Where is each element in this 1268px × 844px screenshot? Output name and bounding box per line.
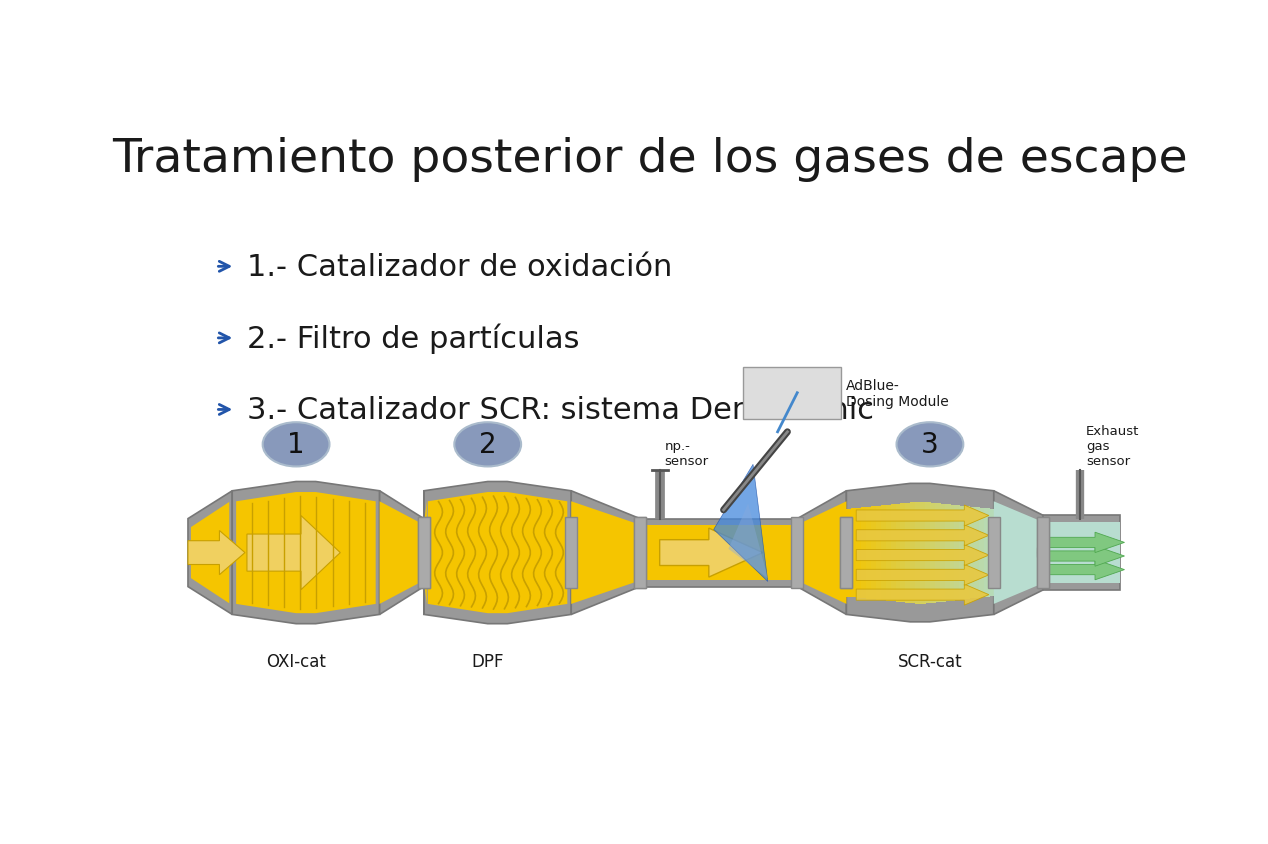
- Bar: [979, 508, 985, 598]
- Bar: [940, 504, 946, 602]
- Bar: [984, 509, 990, 598]
- Polygon shape: [188, 531, 245, 575]
- Bar: [950, 505, 956, 601]
- Bar: [847, 509, 852, 597]
- Bar: [964, 506, 970, 599]
- Bar: [988, 517, 999, 588]
- Bar: [856, 508, 862, 598]
- Polygon shape: [424, 482, 571, 624]
- Bar: [418, 517, 430, 588]
- Polygon shape: [188, 491, 232, 614]
- Text: SCR-cat: SCR-cat: [898, 652, 962, 670]
- Bar: [895, 504, 902, 602]
- Text: OXI-cat: OXI-cat: [266, 652, 326, 670]
- Polygon shape: [1047, 546, 1125, 566]
- Polygon shape: [191, 502, 230, 603]
- Text: Exhaust
gas
sensor: Exhaust gas sensor: [1087, 424, 1140, 467]
- Bar: [1042, 522, 1120, 583]
- Bar: [866, 507, 872, 599]
- Bar: [634, 517, 645, 588]
- Polygon shape: [856, 565, 989, 586]
- Bar: [905, 503, 912, 603]
- Polygon shape: [856, 584, 989, 605]
- Bar: [910, 502, 917, 603]
- Bar: [791, 517, 803, 588]
- Bar: [1042, 516, 1120, 590]
- Bar: [969, 507, 975, 598]
- Bar: [926, 502, 931, 603]
- Bar: [566, 517, 577, 588]
- Polygon shape: [856, 525, 989, 546]
- Polygon shape: [994, 501, 1042, 604]
- Text: DPF: DPF: [472, 652, 503, 670]
- Polygon shape: [728, 504, 767, 578]
- Bar: [974, 507, 980, 598]
- Polygon shape: [571, 501, 640, 604]
- Bar: [900, 503, 907, 603]
- Polygon shape: [236, 492, 375, 614]
- Bar: [929, 503, 936, 603]
- Text: np.-
sensor: np.- sensor: [664, 439, 709, 467]
- Polygon shape: [798, 501, 847, 604]
- Bar: [861, 507, 867, 598]
- Polygon shape: [1047, 560, 1125, 580]
- Bar: [418, 517, 430, 588]
- Bar: [634, 517, 645, 588]
- Bar: [955, 506, 960, 600]
- Bar: [841, 517, 852, 588]
- Polygon shape: [798, 491, 847, 614]
- Polygon shape: [247, 516, 340, 590]
- Polygon shape: [743, 367, 842, 419]
- Bar: [881, 506, 886, 600]
- Polygon shape: [847, 484, 994, 622]
- Polygon shape: [424, 501, 427, 604]
- Bar: [921, 502, 926, 604]
- Polygon shape: [659, 528, 763, 577]
- Bar: [841, 517, 852, 588]
- Bar: [885, 505, 891, 601]
- Polygon shape: [994, 491, 1042, 614]
- Polygon shape: [427, 492, 567, 614]
- Text: 3.- Catalizador SCR: sistema Denoxtronic: 3.- Catalizador SCR: sistema Denoxtronic: [247, 396, 874, 425]
- Polygon shape: [379, 501, 424, 604]
- Circle shape: [454, 423, 521, 467]
- Polygon shape: [379, 491, 424, 614]
- Text: Tratamiento posterior de los gases de escape: Tratamiento posterior de los gases de es…: [112, 137, 1188, 182]
- Bar: [640, 519, 798, 587]
- Polygon shape: [232, 482, 379, 624]
- Text: 1: 1: [288, 430, 304, 459]
- Polygon shape: [1047, 533, 1125, 553]
- Bar: [935, 504, 941, 603]
- Polygon shape: [714, 465, 767, 582]
- Bar: [1037, 517, 1049, 588]
- Text: 1.- Catalizador de oxidación: 1.- Catalizador de oxidación: [247, 252, 672, 282]
- Bar: [960, 506, 965, 600]
- Bar: [945, 505, 951, 601]
- Polygon shape: [856, 545, 989, 566]
- Text: 2: 2: [479, 430, 497, 459]
- Bar: [1037, 517, 1049, 588]
- Bar: [890, 505, 896, 602]
- Polygon shape: [856, 506, 989, 527]
- Polygon shape: [571, 491, 640, 614]
- Bar: [640, 525, 798, 581]
- Text: 2.- Filtro de partículas: 2.- Filtro de partículas: [247, 323, 579, 354]
- Text: AdBlue-
Dosing Module: AdBlue- Dosing Module: [847, 378, 950, 408]
- Bar: [871, 506, 877, 599]
- Bar: [989, 509, 995, 597]
- Circle shape: [896, 423, 964, 467]
- Circle shape: [262, 423, 330, 467]
- Bar: [915, 502, 921, 604]
- Ellipse shape: [1037, 531, 1049, 575]
- Bar: [876, 506, 881, 600]
- Bar: [851, 509, 857, 598]
- Text: 3: 3: [921, 430, 938, 459]
